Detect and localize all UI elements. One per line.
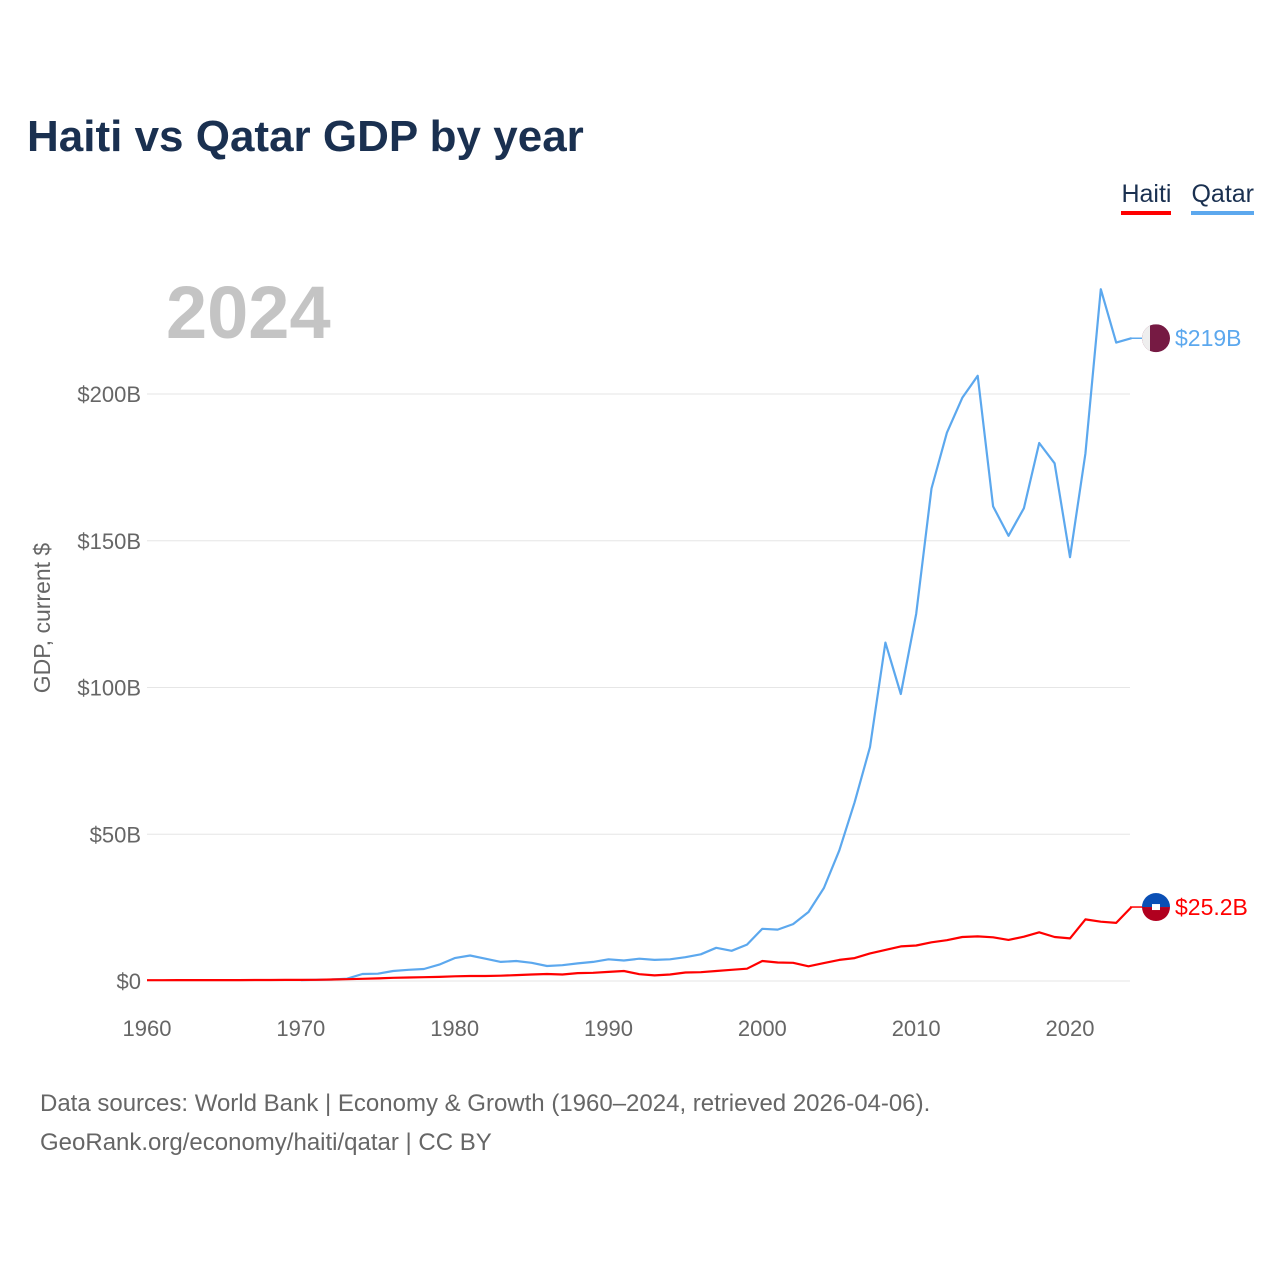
current-year-label: 2024 bbox=[166, 271, 331, 354]
series-line-qatar bbox=[300, 288, 1132, 982]
y-axis-label: GDP, current $ bbox=[29, 543, 55, 694]
x-tick-label: 1970 bbox=[276, 1016, 325, 1041]
source-line-1: Data sources: World Bank | Economy & Gro… bbox=[40, 1090, 931, 1117]
y-tick-label: $100B bbox=[77, 676, 141, 701]
legend-item-qatar[interactable]: Qatar bbox=[1191, 180, 1254, 215]
qatar-flag-icon bbox=[1142, 324, 1170, 353]
legend: Haiti Qatar bbox=[1121, 180, 1254, 215]
legend-item-haiti[interactable]: Haiti bbox=[1121, 180, 1172, 215]
y-tick-label: $0 bbox=[117, 969, 141, 994]
x-tick-label: 1990 bbox=[584, 1016, 633, 1041]
source-line-2[interactable]: GeoRank.org/economy/haiti/qatar | CC BY bbox=[40, 1129, 492, 1156]
source-note: Data sources: World Bank | Economy & Gro… bbox=[40, 1084, 930, 1162]
y-tick-label: $200B bbox=[77, 382, 141, 407]
x-tick-label: 2020 bbox=[1046, 1016, 1095, 1041]
x-tick-label: 1960 bbox=[123, 1016, 172, 1041]
x-tick-label: 1980 bbox=[430, 1016, 479, 1041]
chart-title: Haiti vs Qatar GDP by year bbox=[27, 112, 584, 161]
haiti-flag-icon bbox=[1142, 893, 1170, 922]
end-value-label: $25.2B bbox=[1175, 894, 1248, 920]
y-tick-label: $50B bbox=[90, 822, 141, 847]
x-tick-label: 2000 bbox=[738, 1016, 787, 1041]
end-value-label: $219B bbox=[1175, 325, 1242, 351]
y-tick-label: $150B bbox=[77, 529, 141, 554]
x-tick-label: 2010 bbox=[892, 1016, 941, 1041]
series-line-haiti bbox=[147, 906, 1133, 982]
